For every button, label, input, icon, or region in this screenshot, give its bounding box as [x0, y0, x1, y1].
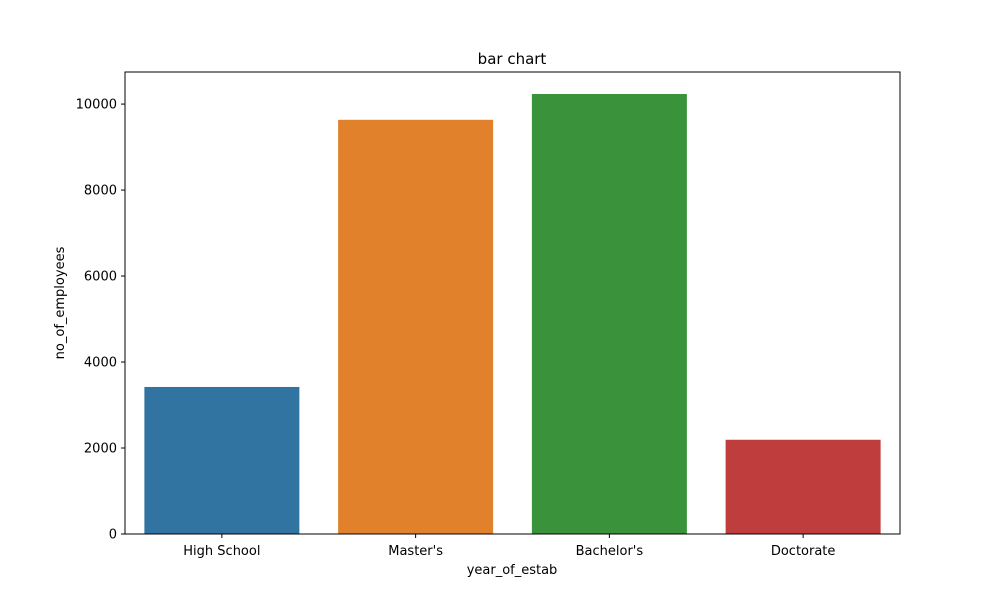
x-tick-label: Doctorate — [771, 544, 836, 559]
bar-2 — [531, 94, 687, 535]
y-tick-label: 8000 — [84, 184, 117, 199]
y-tick-label: 10000 — [76, 98, 117, 113]
x-tick-label: Bachelor's — [576, 544, 644, 559]
plot-frame — [124, 71, 901, 535]
bars-group — [144, 94, 881, 535]
y-tick-label: 0 — [109, 528, 117, 543]
x-axis-ticks: High School Master's Bachelor's Doctorate — [183, 534, 835, 559]
y-tick-label: 6000 — [84, 270, 117, 285]
bar-3 — [725, 439, 881, 534]
y-axis-label: no_of_employees — [53, 246, 68, 359]
y-tick-label: 4000 — [84, 356, 117, 371]
bar-0 — [144, 386, 300, 534]
y-axis-ticks: 0 2000 4000 6000 8000 10000 — [76, 98, 125, 543]
y-tick-label: 2000 — [84, 442, 117, 457]
x-tick-label: High School — [183, 544, 260, 559]
x-axis-label: year_of_estab — [467, 563, 558, 578]
bar-1 — [338, 119, 494, 535]
x-tick-label: Master's — [388, 544, 443, 559]
chart-title: bar chart — [478, 50, 547, 68]
